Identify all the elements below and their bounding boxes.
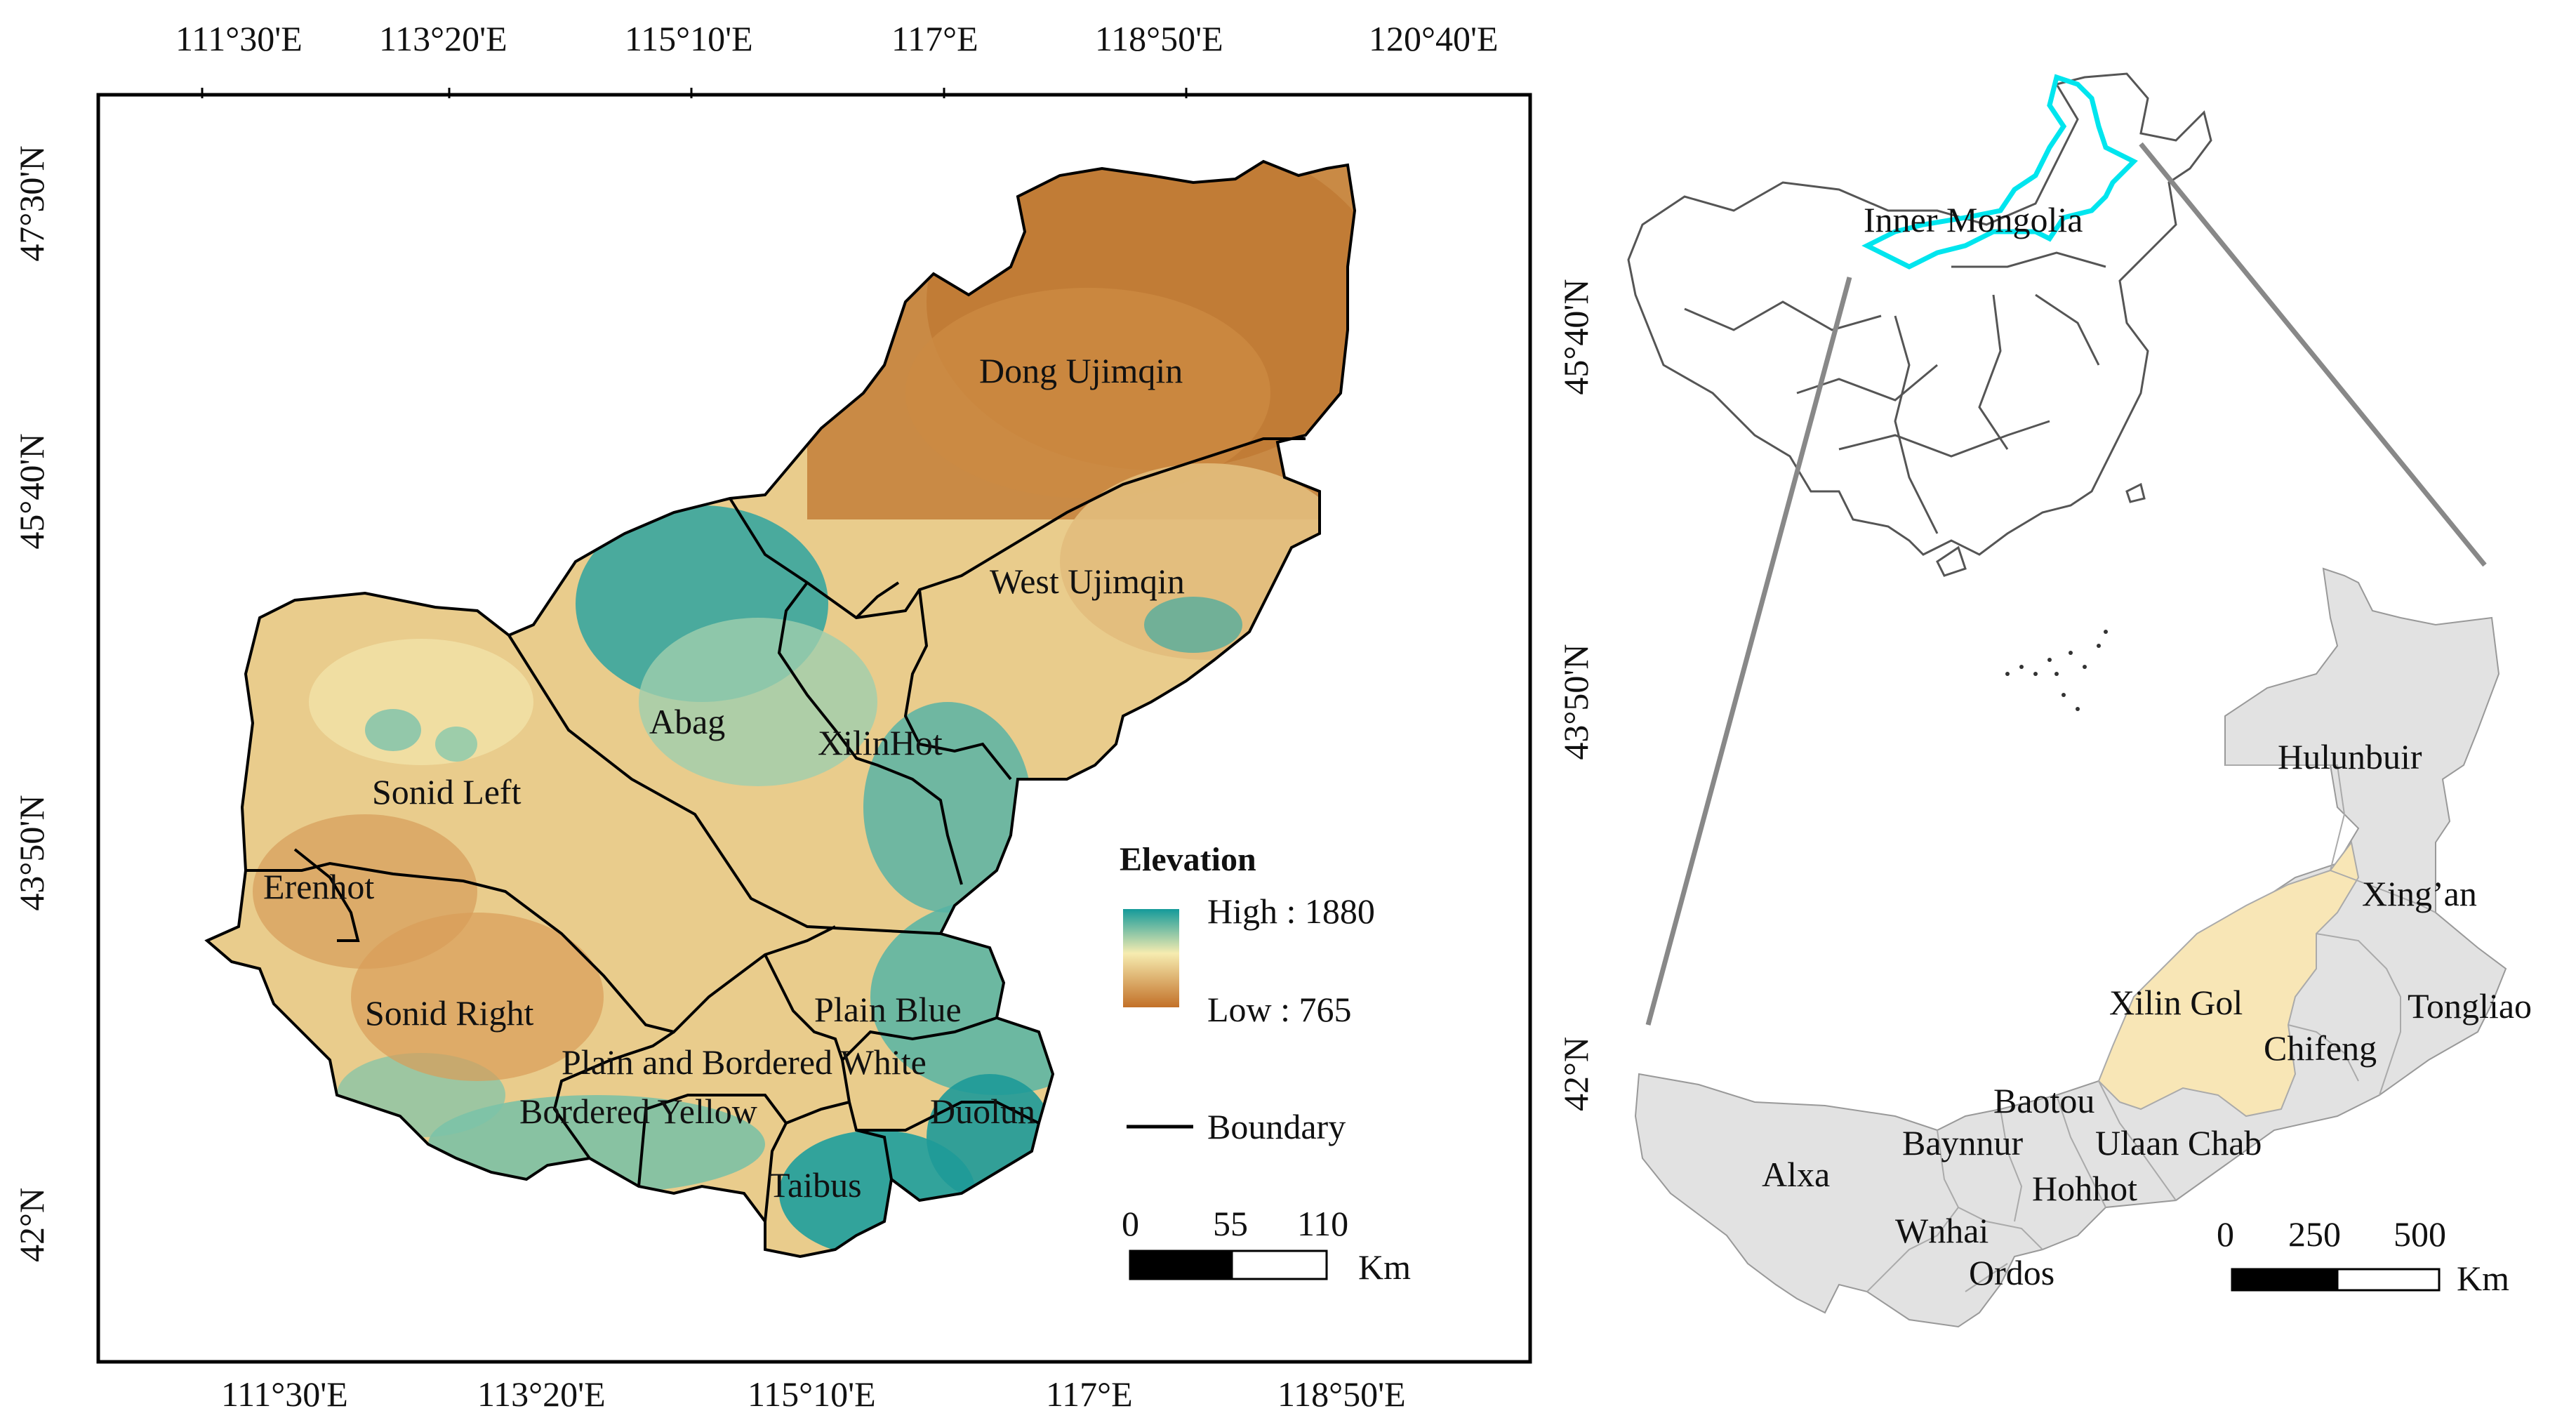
tick-label: 117°E (1046, 1374, 1133, 1414)
bottom-axis-ticks: 111°30'E 113°20'E 115°10'E 117°E 118°50'… (221, 1374, 1406, 1414)
main-scale-bar: 0 55 110 Km (1122, 1204, 1411, 1287)
tick-label: 118°50'E (1095, 19, 1223, 58)
tick-label: 45°40'N (12, 433, 51, 549)
tick-label: 115°10'E (625, 19, 753, 58)
region-label: Xing’an (2362, 874, 2477, 913)
region-label: West Ujimqin (990, 562, 1185, 601)
scale-label: 55 (1213, 1204, 1248, 1243)
tick-label: 117°E (891, 19, 978, 58)
region-label: Dong Ujimqin (979, 351, 1183, 390)
region-label: Bordered Yellow (519, 1092, 757, 1131)
elevation-legend: Elevation High : 1880 Low : 765 Boundary (1120, 841, 1375, 1146)
region-label: Ulaan Chab (2095, 1123, 2262, 1162)
elevation-color-ramp (1123, 909, 1179, 1007)
inner-mongolia-outline (1634, 567, 2507, 1328)
tick-label: 111°30'E (221, 1374, 348, 1414)
region-label: Alxa (1762, 1155, 1830, 1194)
inner-mongolia-highlight (1861, 74, 2138, 270)
tick-label: 115°10'E (748, 1374, 876, 1414)
legend-title: Elevation (1120, 841, 1256, 878)
main-map: Dong Ujimqin West Ujimqin Abag XilinHot … (12, 19, 1595, 1414)
scale-unit: Km (1358, 1247, 1411, 1287)
scale-label: 0 (1122, 1204, 1139, 1243)
tick-label: 43°50'N (1556, 644, 1595, 760)
region-label: Baotou (1993, 1081, 2094, 1120)
scale-label: 250 (2288, 1214, 2341, 1254)
xilin-gol-highlight (2097, 840, 2360, 1118)
region-label: Taibus (769, 1165, 862, 1205)
region-label: Wnhai (1895, 1211, 1989, 1250)
region-label: Xilin Gol (2109, 983, 2243, 1022)
legend-boundary: Boundary (1207, 1107, 1346, 1146)
region-label: XilinHot (818, 723, 943, 762)
scale-label: 110 (1297, 1204, 1348, 1243)
region-label: Erenhot (263, 867, 374, 906)
region-label: Duolun (930, 1092, 1035, 1131)
region-label: Baynnur (1902, 1123, 2024, 1162)
tick-label: 47°30'N (12, 145, 51, 261)
connector-lines (1645, 142, 2487, 1026)
scale-label: 500 (2394, 1214, 2446, 1254)
china-map: Inner Mongolia (1627, 72, 2212, 711)
left-axis-ticks: 47°30'N 45°40'N 43°50'N 42°N (12, 145, 51, 1262)
china-map-label: Inner Mongolia (1864, 200, 2083, 239)
legend-low: Low : 765 (1207, 990, 1352, 1029)
right-axis-ticks: 45°40'N 43°50'N 42°N (1556, 279, 1595, 1111)
scale-unit: Km (2457, 1259, 2509, 1298)
region-label: Plain and Bordered White (562, 1042, 927, 1082)
top-axis-ticks: 111°30'E 113°20'E 115°10'E 117°E 118°50'… (175, 19, 1499, 98)
tick-label: 43°50'N (12, 795, 51, 910)
region-label: Hulunbuir (2278, 737, 2422, 776)
inset-scale-bar: 0 250 500 Km (2217, 1214, 2509, 1298)
region-label: Chifeng (2264, 1028, 2377, 1068)
region-label: Tongliao (2408, 986, 2532, 1026)
county-boundaries (246, 437, 1306, 1222)
tick-label: 45°40'N (1556, 279, 1595, 395)
tick-label: 111°30'E (175, 19, 303, 58)
tick-label: 120°40'E (1369, 19, 1499, 58)
region-label: Sonid Left (372, 772, 522, 811)
region-label: Hohhot (2032, 1169, 2137, 1208)
tick-label: 42°N (12, 1188, 51, 1262)
scale-label: 0 (2217, 1214, 2234, 1254)
tick-label: 118°50'E (1277, 1374, 1406, 1414)
inner-mongolia-map: Hulunbuir Xing’an Tongliao Xilin Gol Chi… (1634, 567, 2532, 1328)
xilin-gol-outline (204, 159, 1357, 1259)
legend-high: High : 1880 (1207, 892, 1375, 931)
tick-label: 42°N (1556, 1037, 1595, 1111)
tick-label: 113°20'E (379, 19, 507, 58)
region-label: Plain Blue (814, 990, 962, 1029)
tick-label: 113°20'E (477, 1374, 606, 1414)
region-label: Ordos (1969, 1253, 2054, 1292)
region-label: Abag (649, 702, 725, 741)
region-label: Sonid Right (365, 993, 533, 1033)
china-outline (1627, 72, 2212, 556)
region-labels: Dong Ujimqin West Ujimqin Abag XilinHot … (263, 351, 1185, 1205)
